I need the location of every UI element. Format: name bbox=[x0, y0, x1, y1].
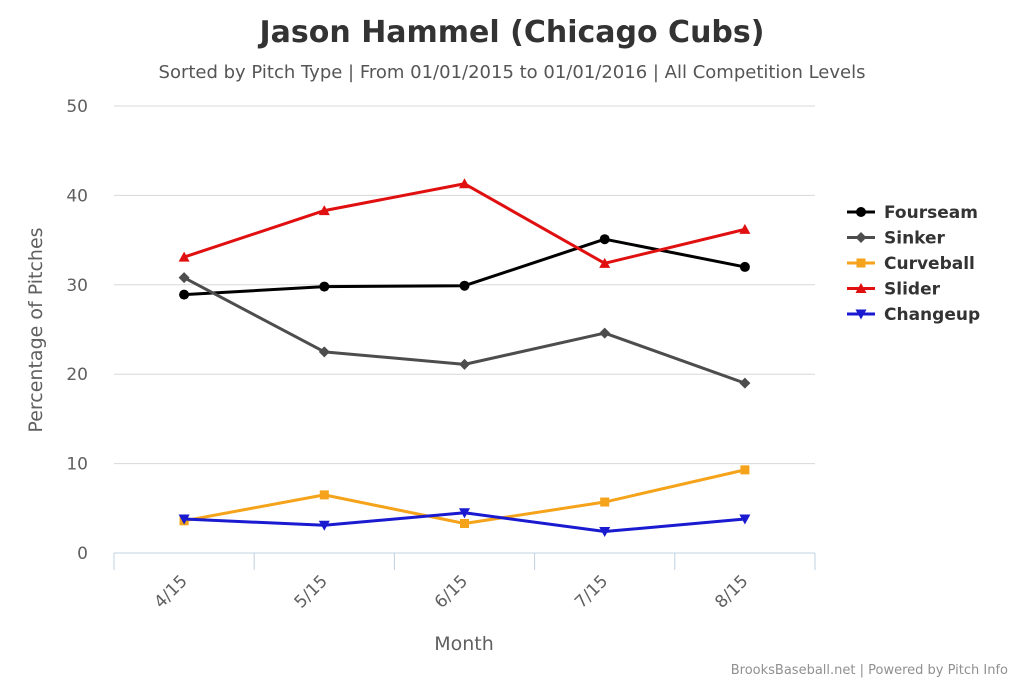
data-point[interactable] bbox=[319, 490, 329, 500]
y-tick-label: 20 bbox=[66, 365, 88, 385]
credits[interactable]: BrooksBaseball.net | Powered by Pitch In… bbox=[731, 663, 1008, 678]
plot-area bbox=[178, 178, 751, 538]
data-point[interactable] bbox=[740, 465, 750, 475]
data-point[interactable] bbox=[459, 178, 470, 189]
legend-marker bbox=[856, 207, 866, 217]
y-tick-label: 50 bbox=[66, 97, 88, 117]
y-axis: 0 10 20 30 40 50 bbox=[66, 97, 88, 564]
data-point[interactable] bbox=[318, 205, 330, 216]
data-point[interactable] bbox=[739, 377, 751, 389]
data-point[interactable] bbox=[599, 527, 611, 538]
legend-marker bbox=[856, 258, 866, 268]
series-curveball bbox=[179, 465, 750, 528]
legend: Fourseam Sinker Curveball Slider Changeup bbox=[847, 203, 980, 325]
data-point[interactable] bbox=[599, 327, 611, 339]
data-point[interactable] bbox=[178, 514, 190, 525]
y-tick-label: 30 bbox=[66, 276, 88, 296]
legend-item-curveball[interactable]: Curveball bbox=[847, 254, 975, 274]
x-tick-label: 8/15 bbox=[711, 571, 752, 612]
legend-marker bbox=[855, 309, 867, 320]
x-tick-label: 5/15 bbox=[291, 571, 332, 612]
y-tick-label: 40 bbox=[66, 186, 88, 206]
legend-item-slider[interactable]: Slider bbox=[847, 280, 941, 300]
data-point[interactable] bbox=[459, 358, 470, 370]
series-fourseam bbox=[179, 234, 750, 300]
legend-label: Fourseam bbox=[884, 203, 978, 223]
data-point[interactable] bbox=[739, 261, 750, 272]
legend-label: Curveball bbox=[884, 254, 975, 274]
x-tick-label: 4/15 bbox=[150, 571, 191, 612]
data-point[interactable] bbox=[179, 289, 190, 300]
data-point[interactable] bbox=[178, 272, 190, 284]
series-sinker bbox=[178, 272, 751, 389]
data-point[interactable] bbox=[739, 223, 751, 234]
y-tick-label: 0 bbox=[77, 544, 88, 564]
y-tick-label: 10 bbox=[66, 455, 88, 475]
data-point[interactable] bbox=[460, 518, 469, 528]
x-axis-title: Month bbox=[434, 633, 494, 655]
data-point[interactable] bbox=[739, 514, 751, 525]
legend-label: Slider bbox=[884, 280, 941, 300]
x-tick-label: 7/15 bbox=[571, 571, 612, 612]
chart-subtitle: Sorted by Pitch Type | From 01/01/2015 t… bbox=[159, 62, 866, 83]
data-point[interactable] bbox=[459, 508, 470, 519]
data-point[interactable] bbox=[318, 520, 330, 531]
data-point[interactable] bbox=[318, 346, 330, 358]
data-point[interactable] bbox=[319, 281, 330, 292]
legend-marker bbox=[855, 232, 867, 243]
legend-label: Changeup bbox=[884, 305, 980, 325]
legend-marker bbox=[855, 283, 867, 293]
series-slider bbox=[178, 178, 751, 268]
y-axis-title: Percentage of Pitches bbox=[25, 227, 47, 432]
x-axis: 4/15 5/15 6/15 7/15 8/15 bbox=[113, 552, 816, 613]
data-point[interactable] bbox=[599, 234, 610, 245]
data-point[interactable] bbox=[178, 251, 190, 262]
legend-item-changeup[interactable]: Changeup bbox=[847, 305, 980, 325]
series-changeup bbox=[178, 508, 751, 538]
data-point[interactable] bbox=[600, 497, 610, 507]
chart-title: Jason Hammel (Chicago Cubs) bbox=[258, 15, 765, 50]
data-point[interactable] bbox=[459, 280, 470, 291]
legend-item-fourseam[interactable]: Fourseam bbox=[847, 203, 978, 223]
data-point[interactable] bbox=[599, 257, 611, 268]
legend-label: Sinker bbox=[884, 229, 946, 249]
x-tick-label: 6/15 bbox=[431, 571, 472, 612]
legend-item-sinker[interactable]: Sinker bbox=[847, 229, 946, 249]
